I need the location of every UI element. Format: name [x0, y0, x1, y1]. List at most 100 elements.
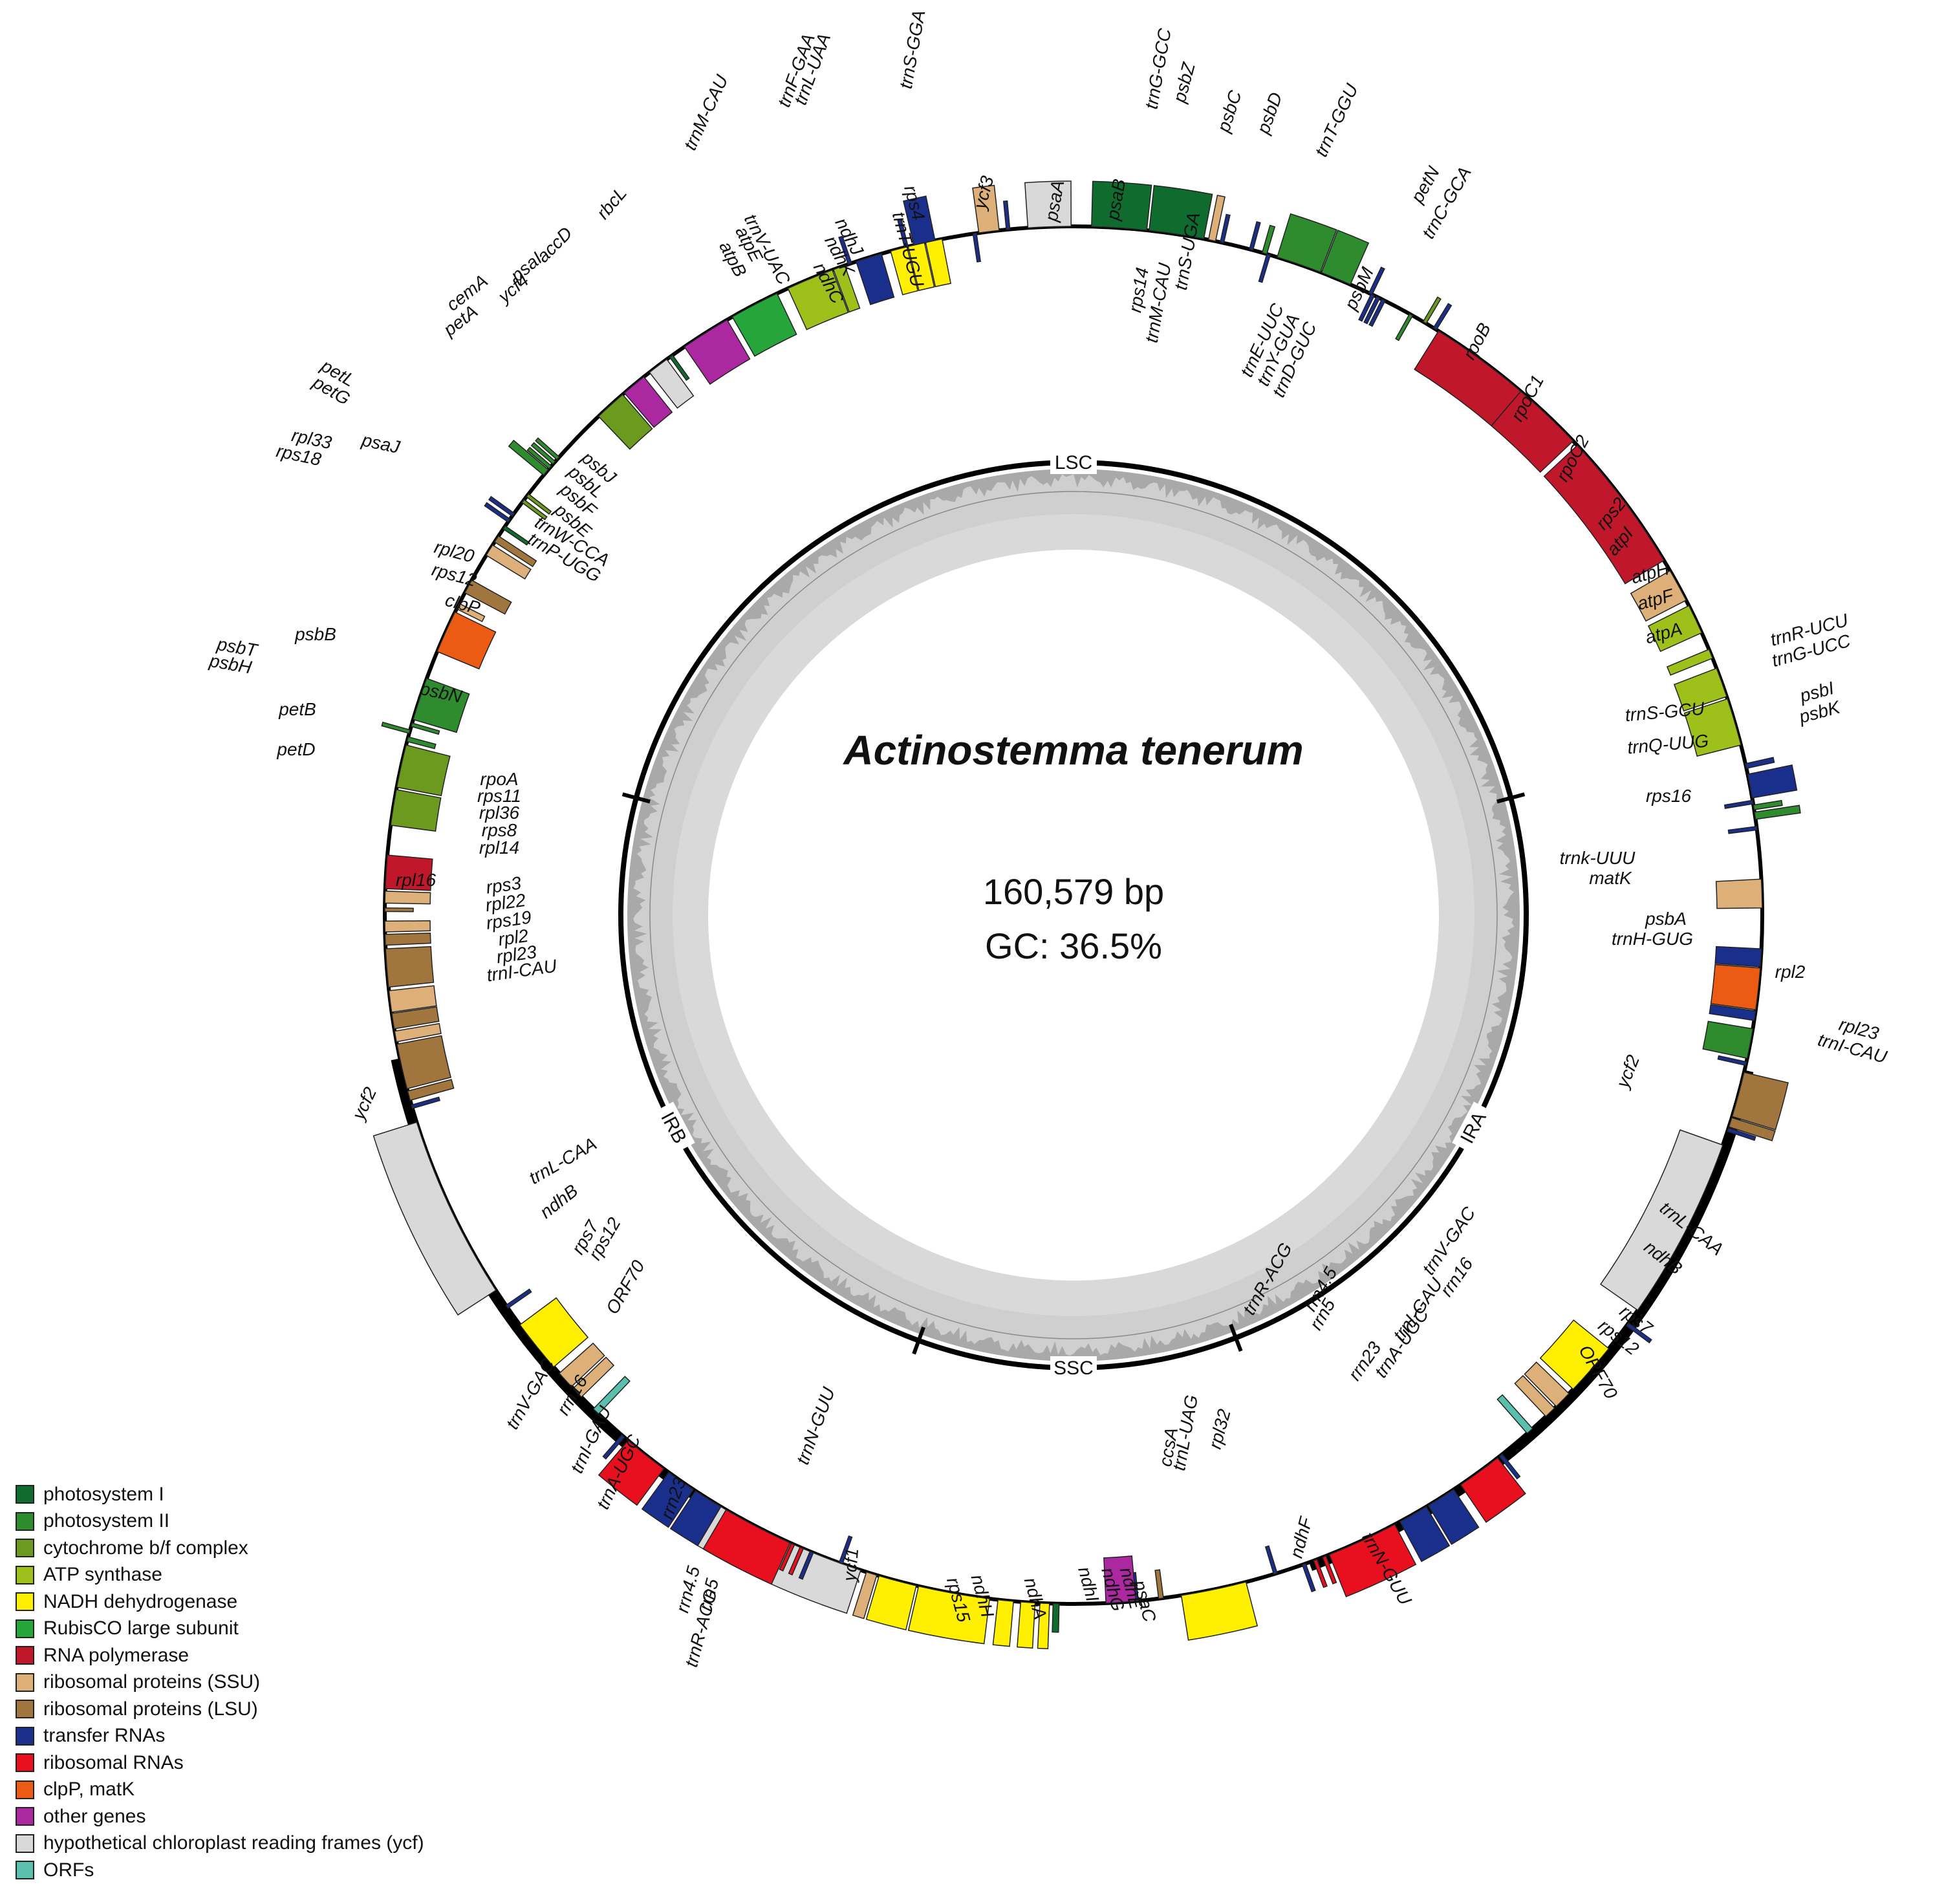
gene-psaJ	[502, 525, 530, 546]
gene-ndhI	[992, 1599, 1014, 1647]
gene-trnI-GAU	[641, 1471, 695, 1528]
gc-content: GC: 36.5%	[985, 925, 1162, 966]
gene-atpI	[1647, 605, 1703, 653]
legend-item: transfer RNAs	[16, 1723, 572, 1750]
legend-label: ribosomal proteins (LSU)	[43, 1698, 258, 1720]
legend-label: clpP, matK	[43, 1779, 135, 1801]
gene-atpE	[832, 265, 861, 313]
gene-ycf2	[373, 1121, 497, 1316]
gene-rrn4.5	[1322, 1555, 1337, 1585]
gene-atpB	[787, 269, 849, 330]
gene-blocks	[373, 180, 1801, 1650]
gene-rps16	[1715, 878, 1763, 909]
gc-content-ring	[618, 460, 1529, 1370]
legend-item: other genes	[16, 1803, 572, 1830]
gene-trnT-UGU	[972, 232, 981, 263]
region-label-bg	[1452, 1101, 1495, 1154]
gene-label: petD	[276, 739, 315, 759]
gene-trnM-CAU	[838, 235, 852, 265]
gene-rps14	[1207, 195, 1226, 242]
gene-ORF70	[592, 1376, 631, 1415]
gene-label: psbZ	[1169, 60, 1200, 105]
gene-trnR-UCU	[1745, 757, 1775, 770]
gene-petA	[598, 393, 653, 450]
gene-rps12	[456, 603, 486, 623]
gene-ndhC	[890, 246, 919, 296]
gene-label: psbA	[1645, 909, 1687, 929]
gene-label: rpl2	[1775, 962, 1806, 982]
gene-trnN-GUU	[838, 1535, 853, 1565]
legend-swatch	[16, 1646, 34, 1665]
gene-trnk-UUU	[1714, 946, 1762, 968]
gene-ndhH	[865, 1575, 917, 1630]
gene-cemA	[623, 376, 673, 428]
species-name: Actinostemma tenerum	[842, 727, 1303, 774]
region-boundary-tick	[1496, 792, 1526, 804]
gene-atpF	[1673, 667, 1727, 712]
region-label: LSC	[1055, 452, 1092, 473]
legend-label: ORFs	[43, 1859, 94, 1881]
gene-psbC	[1276, 213, 1337, 273]
gene-atpH	[1666, 649, 1714, 676]
gene-trnI-CAU	[411, 1096, 440, 1109]
gene-rrn16	[598, 1440, 665, 1506]
gene-label: rpl14	[479, 838, 519, 858]
legend-label: hypothetical chloroplast reading frames …	[43, 1832, 424, 1854]
gene-rps4	[972, 184, 1000, 233]
legend-item: photosystem II	[16, 1508, 572, 1535]
gene-rpoA	[385, 854, 433, 891]
gene-label: ycf1	[839, 1547, 863, 1583]
legend-item: RNA polymerase	[16, 1642, 572, 1669]
gene-label: rps8	[482, 820, 517, 840]
gene-ndhB	[519, 1297, 589, 1368]
legend-item: ORFs	[16, 1857, 572, 1884]
gene-rpl32	[1154, 1569, 1164, 1599]
gene-label: rpl16	[396, 870, 437, 890]
legend: photosystem I photosystem II cytochrome b/…	[16, 1481, 572, 1884]
gene-label: trnS-GGA	[896, 8, 929, 90]
gene-ndhB	[1539, 1319, 1610, 1390]
gene-rpl14	[384, 933, 431, 946]
gene-psaC	[1052, 1603, 1060, 1633]
gene-psbA	[1702, 1021, 1754, 1059]
gene-petB	[396, 744, 451, 797]
legend-label: cytochrome b/f complex	[43, 1537, 248, 1559]
legend-item: ATP synthase	[16, 1562, 572, 1589]
gene-rpoC2	[1543, 444, 1665, 585]
legend-label: RNA polymerase	[43, 1644, 189, 1666]
legend-item: ribosomal proteins (SSU)	[16, 1669, 572, 1696]
gene-rrn4.5	[779, 1542, 795, 1572]
gene-trnG-GCC	[1249, 221, 1261, 251]
gene-trnW-CCA	[488, 495, 515, 517]
gene-label: rps16	[1646, 786, 1691, 806]
region-label: SSC	[1053, 1358, 1094, 1379]
legend-swatch	[16, 1565, 34, 1585]
gene-rpl23	[407, 1079, 455, 1101]
gene-trnV-GAC	[602, 1434, 625, 1460]
legend-label: photosystem II	[43, 1510, 170, 1532]
gene-psbM	[1395, 313, 1414, 341]
legend-swatch	[16, 1753, 34, 1773]
gene-label: rps3	[485, 872, 523, 897]
gene-label: psbB	[294, 624, 336, 644]
gene-psaA	[1091, 180, 1152, 231]
gene-rpl16	[385, 946, 435, 988]
gene-psbZ	[1261, 224, 1276, 255]
gene-matK	[1710, 964, 1761, 1011]
gene-psbT	[410, 722, 440, 735]
gene-petD	[390, 789, 442, 832]
gene-trnG-UCC	[1747, 764, 1798, 799]
gene-psbL	[530, 442, 556, 465]
gene-rrn23	[702, 1509, 791, 1585]
gene-rps15	[852, 1571, 878, 1619]
gene-label: ORF70	[602, 1257, 649, 1317]
gene-label: rpl2	[497, 925, 530, 949]
gene-psbF	[526, 446, 552, 470]
gene-label: trnk-UUU	[1560, 848, 1636, 868]
region-boundary-tick	[912, 1326, 925, 1355]
gene-trnC-GCA	[1432, 303, 1452, 330]
legend-item: ribosomal proteins (LSU)	[16, 1696, 572, 1723]
gene-rps18	[485, 544, 532, 580]
gene-trnS-GCU	[1723, 799, 1754, 809]
gene-label: rpl36	[479, 803, 520, 823]
